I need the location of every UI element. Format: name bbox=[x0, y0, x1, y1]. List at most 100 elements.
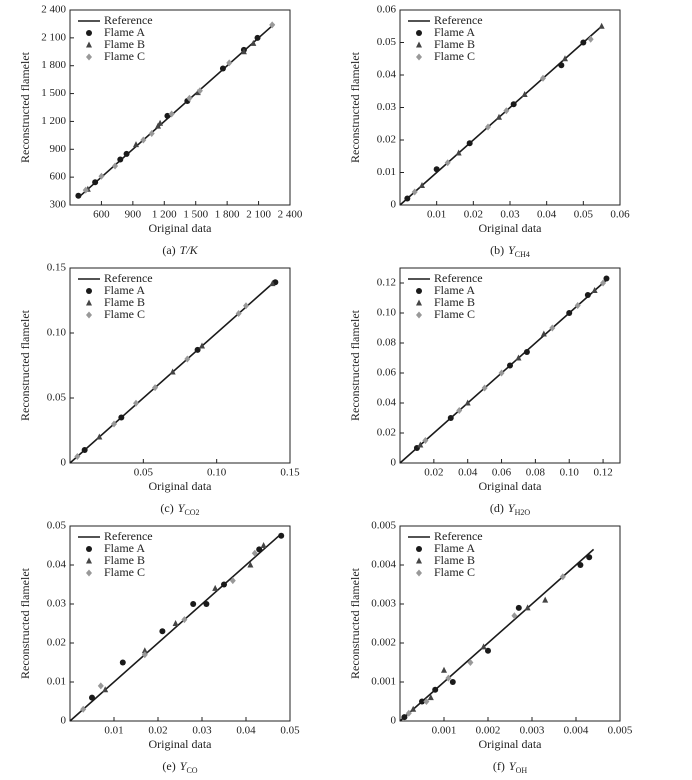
point bbox=[112, 162, 119, 170]
legend-label: Flame A bbox=[434, 25, 475, 39]
point bbox=[496, 113, 502, 120]
point bbox=[574, 302, 581, 309]
legend-symbol bbox=[416, 546, 422, 552]
legend-symbol bbox=[416, 288, 422, 294]
x-axis-label: Original data bbox=[479, 221, 543, 235]
point bbox=[433, 166, 440, 173]
point bbox=[419, 698, 425, 705]
legend-symbol bbox=[86, 30, 92, 36]
point bbox=[172, 620, 179, 626]
x-tick-label: 0.08 bbox=[526, 467, 546, 479]
legend-symbol bbox=[416, 41, 422, 48]
y-tick-label: 0.003 bbox=[371, 598, 396, 610]
point bbox=[92, 179, 99, 186]
legend-label: Reference bbox=[104, 271, 153, 285]
y-tick-label: 0.03 bbox=[47, 598, 67, 610]
x-tick-label: 0.03 bbox=[192, 725, 212, 737]
point bbox=[523, 349, 530, 355]
y-tick-label: 0.004 bbox=[371, 559, 396, 571]
x-tick-label: 1 800 bbox=[215, 209, 240, 221]
x-tick-label: 600 bbox=[93, 209, 110, 221]
caption-variable: Y bbox=[178, 501, 186, 515]
x-tick-label: 2 400 bbox=[278, 209, 303, 221]
x-tick-label: 0.003 bbox=[520, 725, 545, 737]
y-tick-label: 0 bbox=[61, 457, 67, 469]
point bbox=[181, 616, 188, 624]
y-tick-label: 0.03 bbox=[377, 101, 397, 113]
panel: 0.01 0.02 0.03 0.04 0.05 0 0.01 0.02 0.03 0.04 0.0… bbox=[18, 520, 300, 775]
x-tick-label: 0.01 bbox=[427, 209, 446, 221]
caption-label: (f) bbox=[493, 759, 505, 773]
y-axis-label: Reconstructed flamelet bbox=[18, 51, 32, 163]
reference-line bbox=[69, 533, 282, 722]
point bbox=[89, 694, 95, 701]
point bbox=[97, 682, 104, 690]
x-tick-label: 0.02 bbox=[424, 467, 443, 479]
point bbox=[566, 310, 573, 316]
point bbox=[467, 659, 474, 666]
x-tick-label: 0.06 bbox=[492, 467, 512, 479]
point bbox=[558, 62, 565, 69]
y-tick-label: 0 bbox=[391, 715, 397, 727]
y-axis-label: Reconstructed flamelet bbox=[348, 51, 362, 163]
point bbox=[584, 292, 591, 298]
point bbox=[140, 136, 147, 144]
x-tick-label: 0.15 bbox=[280, 467, 300, 479]
point bbox=[427, 694, 434, 701]
plot-frame bbox=[399, 525, 621, 722]
point bbox=[515, 354, 522, 361]
legend-label: Reference bbox=[434, 13, 483, 27]
point bbox=[74, 453, 81, 460]
point bbox=[240, 48, 247, 55]
point bbox=[445, 674, 452, 682]
legend-label: Reference bbox=[104, 529, 153, 543]
caption-variable: T/K bbox=[180, 243, 199, 257]
x-axis-label: Original data bbox=[149, 221, 213, 235]
point bbox=[510, 101, 517, 108]
x-tick-label: 0.04 bbox=[236, 725, 256, 737]
caption-subscript: OH bbox=[516, 766, 528, 775]
y-tick-label: 0 bbox=[391, 457, 397, 469]
point bbox=[410, 705, 417, 712]
point bbox=[133, 399, 139, 407]
y-tick-label: 0.06 bbox=[377, 4, 397, 16]
y-tick-label: 0.005 bbox=[371, 520, 396, 532]
legend-label: Flame B bbox=[104, 37, 145, 51]
point bbox=[243, 302, 249, 310]
point bbox=[600, 279, 607, 287]
y-tick-label: 0.05 bbox=[47, 392, 67, 404]
legend-label: Flame C bbox=[104, 307, 145, 321]
point bbox=[503, 107, 510, 115]
legend-symbol bbox=[416, 30, 422, 36]
y-tick-label: 0 bbox=[391, 199, 397, 211]
point bbox=[540, 74, 546, 82]
point bbox=[133, 141, 139, 148]
point bbox=[226, 59, 233, 67]
panel: 0.001 0.002 0.003 0.004 0.005 0 0.001 0.002 0.00… bbox=[348, 520, 633, 775]
point bbox=[157, 119, 164, 126]
point bbox=[515, 604, 522, 611]
x-tick-label: 0.02 bbox=[464, 209, 483, 221]
y-axis-label: Reconstructed flamelet bbox=[348, 309, 362, 421]
legend-symbol bbox=[416, 299, 422, 306]
caption-variable: Y bbox=[509, 759, 517, 773]
point bbox=[96, 433, 103, 440]
x-tick-label: 0.004 bbox=[564, 725, 589, 737]
plot-frame bbox=[399, 267, 621, 464]
caption-variable: Y bbox=[508, 501, 516, 515]
point bbox=[456, 407, 463, 414]
y-tick-label: 1 500 bbox=[41, 87, 66, 99]
point bbox=[235, 310, 242, 317]
y-tick-label: 0.01 bbox=[47, 676, 66, 688]
caption-subscript: CO2 bbox=[184, 508, 199, 517]
y-tick-label: 0 bbox=[61, 715, 67, 727]
point bbox=[524, 604, 531, 611]
y-axis-label: Reconstructed flamelet bbox=[18, 567, 32, 679]
caption-subscript: H2O bbox=[515, 508, 531, 517]
legend-symbol bbox=[416, 557, 422, 564]
x-axis-label: Original data bbox=[149, 479, 213, 493]
legend-symbol bbox=[86, 311, 92, 319]
caption: (a) T/K bbox=[162, 243, 198, 257]
point bbox=[212, 584, 219, 591]
legend-label: Reference bbox=[104, 13, 153, 27]
